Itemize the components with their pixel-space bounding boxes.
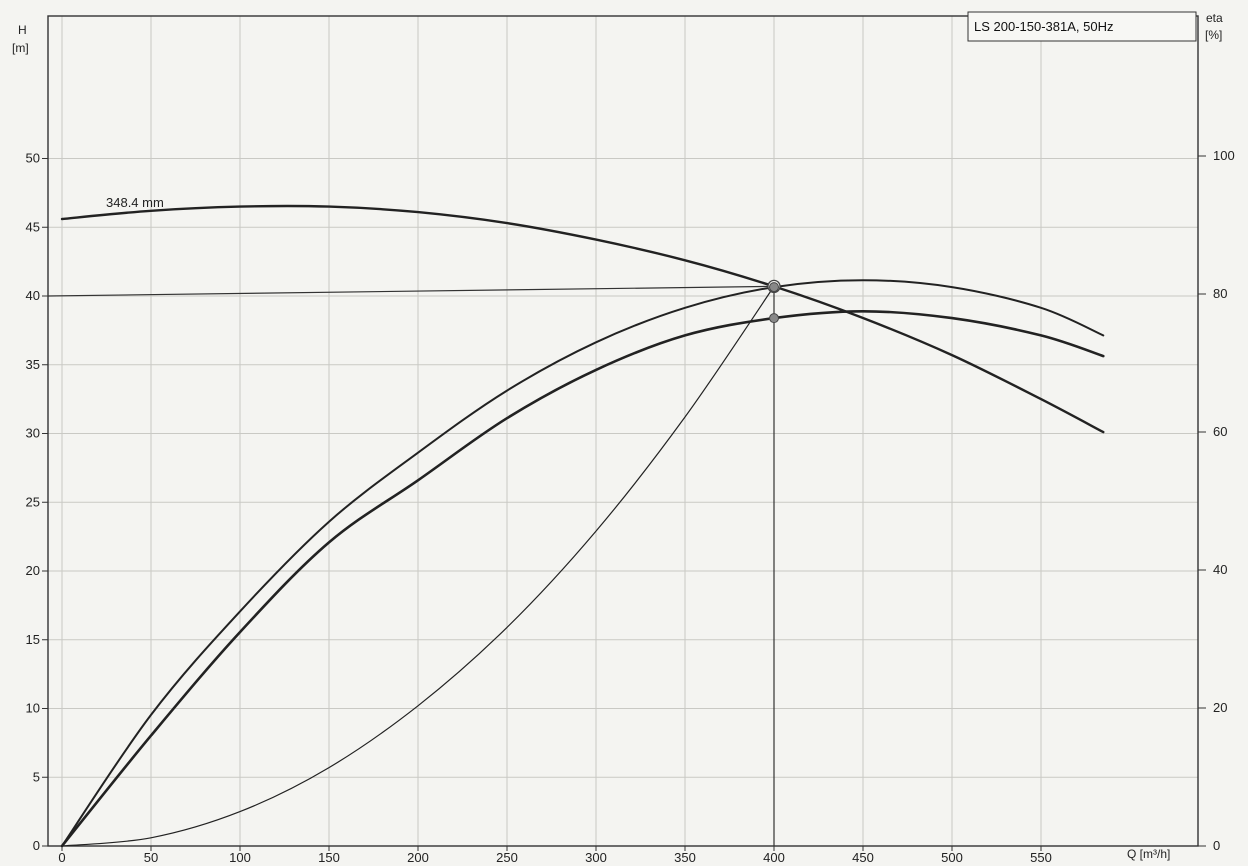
y-left-label-line1: H [18,23,27,37]
x-tick-label: 0 [58,850,65,865]
y-left-tick-label: 10 [26,701,40,716]
x-tick-label: 100 [229,850,251,865]
curves [60,204,1105,848]
y-right-tick-label: 60 [1213,424,1227,439]
title-box [967,11,1197,42]
efficiency-curve-lower [60,309,1105,848]
x-tick-label: 550 [1030,850,1052,865]
y-left-tick-label: 20 [26,563,40,578]
head-curve [60,204,1105,434]
x-axis-ticks: 0 50 100 150 200 250 300 350 400 450 500 550 [58,846,1052,865]
y-right-label-line1: eta [1206,11,1223,25]
impeller-diameter-label: 348.4 mm [106,195,164,210]
x-tick-label: 350 [674,850,696,865]
reference-lines [47,285,775,846]
y-left-tick-label: 5 [33,769,40,784]
x-axis-label: Q [m³/h] [1127,847,1170,861]
y-left-tick-label: 40 [26,288,40,303]
plot-frame [47,15,1199,847]
y-left-tick-label: 45 [26,219,40,234]
x-tick-label: 50 [144,850,158,865]
x-tick-label: 450 [852,850,874,865]
efficiency-point-marker-upper [769,282,779,293]
x-tick-label: 250 [496,850,518,865]
y-left-axis-ticks: 0 5 10 15 20 25 30 35 40 45 50 [26,151,48,853]
y-right-label-line2: [%] [1205,28,1222,42]
efficiency-curve-upper [61,279,1105,847]
y-left-tick-label: 0 [33,838,40,853]
x-tick-label: 300 [585,850,607,865]
y-left-tick-label: 50 [26,151,40,166]
x-tick-label: 150 [318,850,340,865]
reference-line-horizontal [47,285,775,297]
y-left-tick-label: 15 [26,632,40,647]
x-tick-label: 500 [941,850,963,865]
y-right-axis-ticks: 0 20 40 60 80 100 [1198,148,1235,853]
grid [48,16,1198,847]
efficiency-point-marker-lower [769,313,779,324]
operating-points [767,279,781,324]
y-left-tick-label: 30 [26,426,40,441]
y-right-tick-label: 40 [1213,562,1227,577]
y-right-tick-label: 100 [1213,148,1235,163]
chart-title: LS 200-150-381A, 50Hz [974,19,1113,34]
x-tick-label: 400 [763,850,785,865]
y-left-label-line2: [m] [12,41,29,55]
x-tick-label: 200 [407,850,429,865]
y-left-tick-label: 25 [26,494,40,509]
y-right-tick-label: 0 [1213,838,1220,853]
y-right-tick-label: 80 [1213,286,1227,301]
y-left-tick-label: 35 [26,357,40,372]
y-right-tick-label: 20 [1213,700,1227,715]
system-curve [61,285,775,847]
